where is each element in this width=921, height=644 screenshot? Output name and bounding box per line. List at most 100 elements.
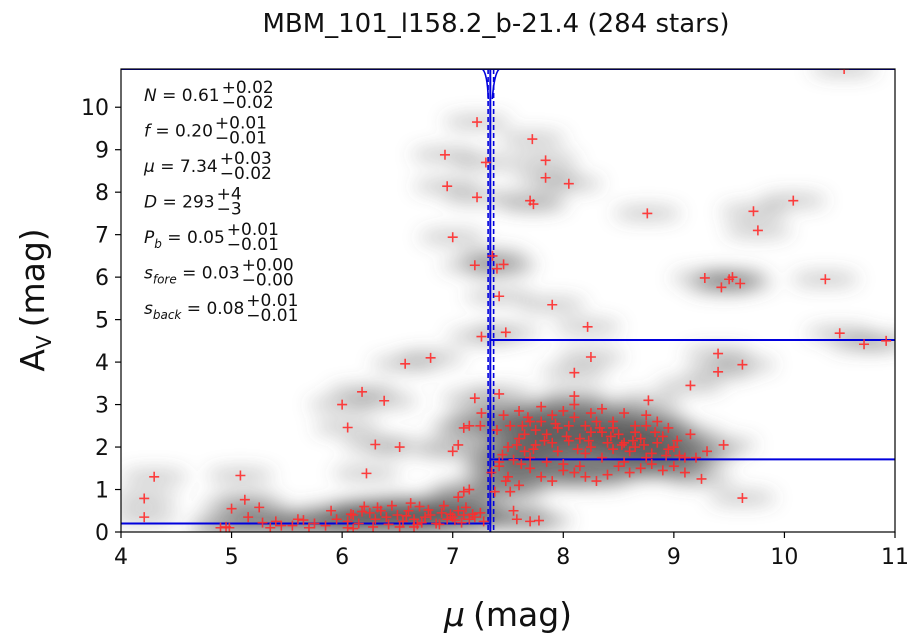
star-marker (464, 514, 475, 525)
star-marker (439, 149, 450, 160)
x-tick-label: 10 (770, 545, 798, 570)
star-marker (602, 437, 613, 448)
star-marker (585, 427, 596, 438)
star-marker (494, 291, 505, 302)
star-marker (596, 403, 607, 414)
x-axis-label: μ (mag) (443, 595, 572, 634)
star-marker (514, 433, 525, 444)
star-marker (718, 439, 729, 450)
star-marker (679, 452, 690, 463)
fit-parameter-symbol: f (144, 122, 153, 142)
fit-parameter: N = 0.61 (144, 86, 220, 106)
star-marker (392, 510, 403, 521)
star-marker (674, 450, 685, 461)
star-marker (519, 429, 530, 440)
star-marker (257, 517, 268, 528)
y-axis-label: AV (mag) (13, 228, 56, 371)
y-axis-ticks: 0 1 2 3 4 5 6 7 8 9 10 (81, 96, 121, 546)
star-marker (491, 425, 502, 436)
star-marker (464, 484, 475, 495)
star-marker (591, 416, 602, 427)
star-marker (494, 461, 505, 472)
star-marker (569, 367, 580, 378)
star-marker (498, 259, 509, 270)
star-marker (476, 408, 487, 419)
star-marker (563, 420, 574, 431)
star-marker (514, 405, 525, 416)
star-marker (458, 486, 469, 497)
fit-parameter-value: = 0.20 (150, 122, 213, 142)
star-marker (270, 516, 281, 527)
fit-parameter-symbol: s (144, 264, 153, 284)
star-marker (447, 446, 458, 457)
star-marker (563, 435, 574, 446)
star-marker (602, 469, 613, 480)
star-marker (456, 517, 467, 528)
density-blob (121, 491, 179, 506)
star-marker (372, 502, 383, 513)
star-marker (476, 331, 487, 342)
star-marker (475, 507, 486, 518)
star-marker (226, 503, 237, 514)
star-marker (235, 470, 246, 481)
fit-parameter-symbol-subscript: b (154, 237, 162, 251)
star-marker (320, 520, 331, 531)
star-marker (737, 359, 748, 370)
star-marker (464, 420, 475, 431)
y-axis-label-base: A (13, 349, 52, 372)
star-marker (239, 494, 250, 505)
star-marker (668, 461, 679, 472)
star-marker (574, 461, 585, 472)
star-marker (517, 420, 528, 431)
fit-lines (121, 69, 895, 532)
fit-parameter-value: = 0.03 (177, 264, 240, 284)
fit-parameter-lower-error: −0.00 (242, 271, 294, 291)
star-marker (442, 514, 453, 525)
star-marker (663, 444, 674, 455)
star-marker (458, 510, 469, 521)
star-marker (661, 450, 672, 461)
y-tick-label: 1 (95, 479, 109, 504)
star-marker (646, 448, 657, 459)
star-marker (585, 442, 596, 453)
fit-parameter-symbol: D (144, 193, 157, 213)
y-tick-label: 6 (95, 266, 109, 291)
x-tick-label: 5 (225, 545, 239, 570)
star-marker (547, 437, 558, 448)
star-marker (594, 422, 605, 433)
fit-parameter-symbol: P (144, 228, 155, 248)
star-marker (596, 427, 607, 438)
star-marker (326, 505, 337, 516)
star-marker (494, 388, 505, 399)
star-marker (713, 348, 724, 359)
star-marker (425, 510, 436, 521)
star-marker (642, 208, 653, 219)
star-marker (486, 467, 497, 478)
star-marker (403, 505, 414, 516)
y-tick-label: 10 (81, 96, 109, 121)
star-marker (699, 272, 710, 283)
y-tick-label: 0 (95, 521, 109, 546)
star-marker (752, 225, 763, 236)
star-marker (528, 444, 539, 455)
star-marker (613, 461, 624, 472)
star-marker (583, 435, 594, 446)
star-marker (469, 260, 480, 271)
fit-parameter-lower-error: −3 (217, 200, 242, 220)
star-marker (641, 420, 652, 431)
x-tick-label: 6 (335, 545, 349, 570)
star-marker (561, 431, 572, 442)
star-marker (472, 192, 483, 203)
fit-parameter: f = 0.20 (144, 122, 213, 142)
star-marker (522, 412, 533, 423)
star-marker (685, 380, 696, 391)
x-axis-label-symbol: μ (443, 595, 465, 634)
star-marker (215, 522, 226, 532)
star-marker (696, 473, 707, 484)
star-marker (436, 507, 447, 518)
star-marker (737, 493, 748, 504)
star-marker (585, 408, 596, 419)
fit-parameter-upper-error: +0.03 (220, 149, 272, 169)
y-tick-label: 3 (95, 394, 109, 419)
